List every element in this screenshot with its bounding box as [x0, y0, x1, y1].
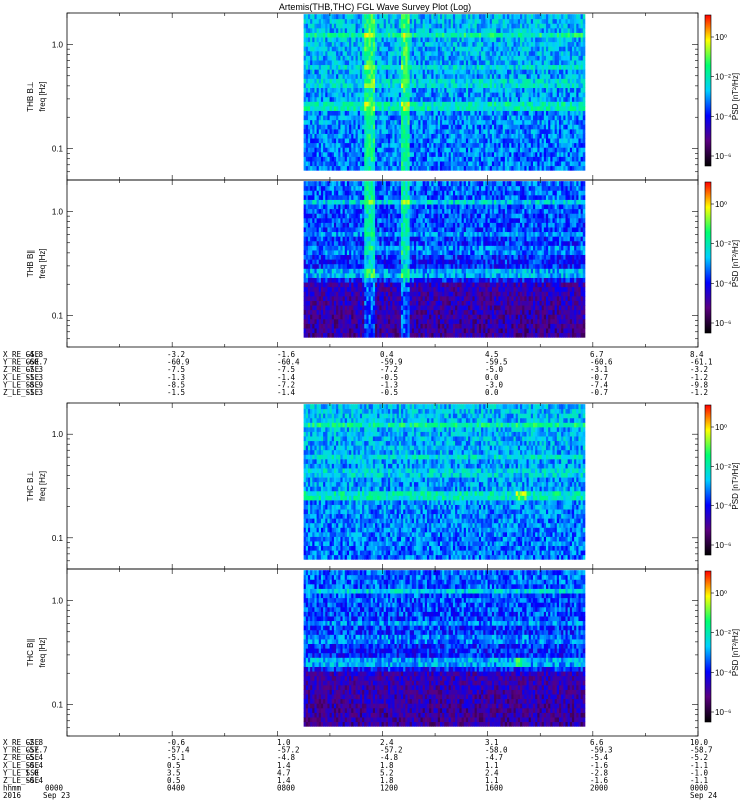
colorbar-label: PSD [nT²/Hz]: [731, 629, 740, 676]
spectrogram-cells-thb_bpar: [304, 181, 586, 338]
time-tick-label: 0800: [277, 784, 296, 793]
colorbar-tick-label: 10⁻⁶: [715, 319, 731, 328]
y-tick-label: 0.1: [52, 534, 64, 543]
y-tick-label: 0.1: [52, 145, 64, 154]
time-tick-label: 2000: [590, 784, 609, 793]
y-tick-label: 1.0: [52, 596, 64, 605]
spectrogram-panel-thb_bpar: [67, 180, 714, 347]
panel-yunit: freq [Hz]: [38, 471, 47, 501]
panel-yunit: freq [Hz]: [38, 81, 47, 111]
colorbar-tick-label: 10⁻²: [715, 629, 731, 638]
y-tick-label: 1.0: [52, 207, 64, 216]
colorbar-thb_bpar: [705, 182, 711, 333]
colorbar-tick-label: 10⁰: [715, 589, 727, 598]
thb-ephem-value: -1.4: [277, 388, 296, 397]
colorbar-tick-label: 10⁰: [715, 33, 727, 42]
colorbar-label: PSD [nT²/Hz]: [731, 240, 740, 287]
y-tick-label: 0.1: [52, 312, 64, 321]
y-tick-label: 0.1: [52, 701, 64, 710]
colorbar-tick-label: 10⁻⁴: [715, 279, 732, 288]
colorbar-tick-label: 10⁰: [715, 423, 727, 432]
panel-ylabel: THB B⊥: [26, 81, 35, 112]
thc-ephem-value: -0.4: [25, 776, 44, 785]
panel-ylabel: THC B∥: [26, 639, 35, 667]
spectrogram-cells-thc_bperp: [304, 404, 586, 560]
colorbar-tick-label: 10⁻⁴: [715, 502, 732, 511]
time-tick-label: 1600: [485, 784, 504, 793]
thb-ephem-value: -0.5: [380, 388, 398, 397]
colorbar-tick-label: 10⁻²: [715, 240, 731, 249]
time-tick-label: 1200: [380, 784, 399, 793]
colorbar-thc_bpar: [705, 571, 711, 722]
panel-yunit: freq [Hz]: [38, 248, 47, 278]
y-tick-label: 1.0: [52, 430, 64, 439]
thb-ephem-value: -1.2: [690, 388, 708, 397]
panel-ylabel: THC B⊥: [26, 470, 35, 501]
colorbar-tick-label: 10⁻²: [715, 462, 731, 471]
y-tick-label: 1.0: [52, 40, 64, 49]
thb-ephem-value: -0.7: [590, 388, 608, 397]
time-date-label: Sep 24: [690, 791, 718, 800]
time-row-label: 2016: [3, 791, 22, 800]
panel-yunit: freq [Hz]: [38, 637, 47, 667]
spectrogram-cells-thb_bperp: [304, 14, 586, 171]
time-tick-label: 0400: [167, 784, 186, 793]
colorbar-tick-label: 10⁻⁴: [715, 112, 732, 121]
colorbar-label: PSD [nT²/Hz]: [731, 73, 740, 120]
spectrogram-panel-thc_bperp: [67, 403, 714, 569]
colorbar-thb_bperp: [705, 15, 711, 166]
colorbar-tick-label: 10⁻⁶: [715, 708, 731, 717]
colorbar-label: PSD [nT²/Hz]: [731, 462, 740, 509]
colorbar-tick-label: 10⁻⁶: [715, 541, 731, 550]
spectrogram-cells-thc_bpar: [304, 570, 586, 727]
spectrogram-panel-thb_bperp: [67, 13, 714, 180]
colorbar-thc_bperp: [705, 405, 711, 555]
time-date-label: Sep 23: [43, 791, 70, 800]
colorbar-tick-label: 10⁰: [715, 200, 727, 209]
colorbar-tick-label: 10⁻⁴: [715, 668, 732, 677]
chart-title: Artemis(THB,THC) FGL Wave Survey Plot (L…: [279, 2, 471, 12]
colorbar-tick-label: 10⁻⁶: [715, 152, 731, 161]
colorbar-tick-label: 10⁻²: [715, 73, 731, 82]
panel-ylabel: THB B∥: [26, 250, 35, 278]
thb-ephem-value: -1.5: [167, 388, 185, 397]
thb-ephem-value: 0.0: [485, 388, 499, 397]
spectrogram-panel-thc_bpar: [67, 569, 714, 736]
thb-ephem-value: -1.3: [25, 388, 43, 397]
